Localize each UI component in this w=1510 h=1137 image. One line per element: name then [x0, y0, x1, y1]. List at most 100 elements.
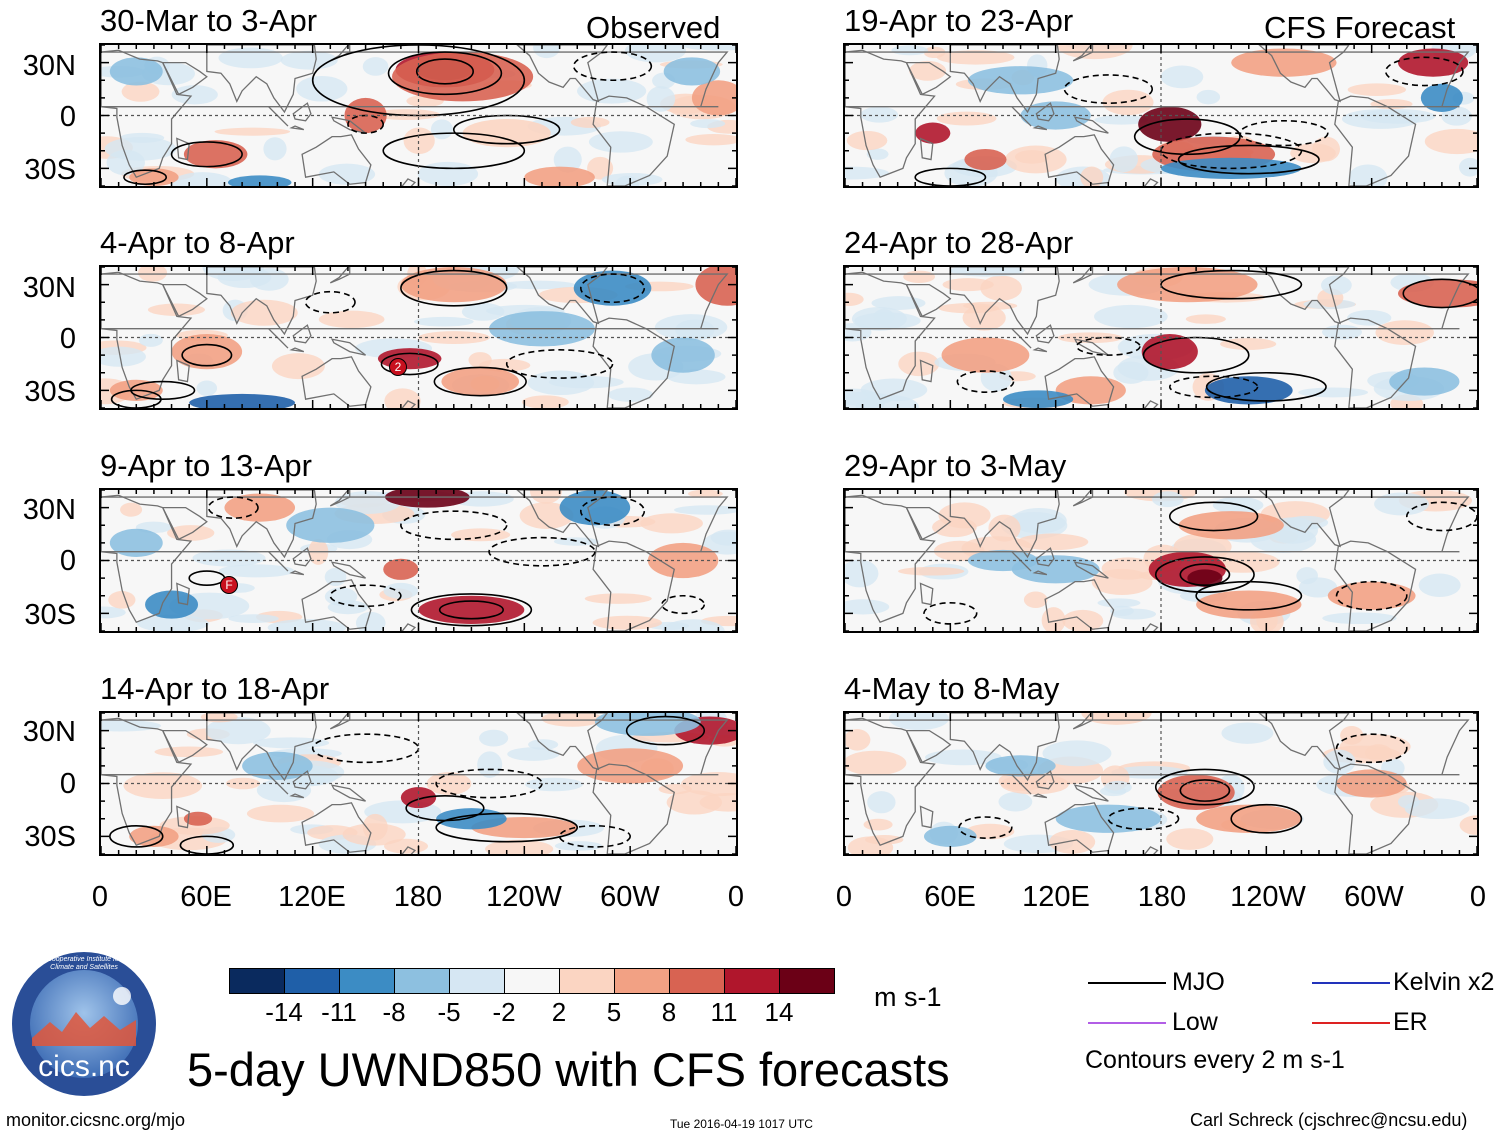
x-tick-label: 60E	[180, 881, 232, 913]
coastline	[401, 623, 417, 631]
anomaly-patch	[1441, 106, 1472, 126]
coastline	[101, 496, 729, 553]
coastline	[401, 846, 417, 854]
anomaly-patch	[607, 387, 654, 402]
map-svg	[845, 267, 1477, 408]
coastline	[1072, 713, 1094, 730]
anomaly-patch	[318, 163, 376, 185]
anomaly-patch	[224, 493, 296, 522]
anomaly-patch	[553, 146, 582, 173]
anomaly-patch	[942, 278, 994, 292]
coastline	[1072, 45, 1094, 62]
anomaly-patch	[1298, 387, 1368, 398]
colorbar-label: 11	[710, 997, 738, 1027]
anomaly-patch	[225, 777, 260, 790]
coastline	[1073, 116, 1109, 134]
footer-url[interactable]: monitor.cicsnc.org/mjo	[6, 1110, 186, 1130]
anomaly-patch	[242, 751, 313, 780]
legend-label-mjo: MJO	[1172, 968, 1225, 996]
coastline	[1144, 178, 1159, 186]
coastline	[292, 547, 312, 567]
coastline	[289, 793, 305, 799]
anomaly-patch	[121, 81, 160, 102]
anomaly-patch	[192, 549, 266, 567]
anomaly-patch	[888, 713, 949, 731]
coastline	[101, 273, 729, 330]
anomaly-patch	[1196, 590, 1302, 619]
anomaly-patch	[1160, 65, 1204, 89]
coastline	[292, 770, 312, 790]
anomaly-patch	[138, 333, 163, 347]
mjo-contour	[1195, 580, 1303, 611]
anomaly-patch	[1196, 89, 1221, 105]
anomaly-patch	[249, 268, 289, 291]
colorbar-label: -2	[492, 997, 516, 1027]
anomaly-patch	[145, 590, 199, 619]
anomaly-patch	[1113, 361, 1149, 384]
anomaly-patch	[383, 582, 419, 599]
coastline	[845, 271, 936, 400]
anomaly-patch	[377, 348, 442, 370]
colorbar-label: -5	[437, 997, 461, 1027]
colorbar-swatch	[669, 968, 725, 994]
y-tick-label: 30S	[24, 154, 76, 186]
coastline	[919, 359, 934, 383]
coastline	[1072, 267, 1094, 284]
anomaly-patch	[271, 353, 325, 380]
coastline	[592, 540, 675, 631]
coastline	[176, 805, 190, 829]
anomaly-patch	[246, 804, 315, 823]
anomaly-patch	[681, 772, 736, 797]
coastline	[919, 805, 934, 829]
anomaly-patch	[123, 772, 203, 800]
coastline	[1011, 106, 1032, 127]
cics-logo: Cooperative Institute for Climate and Sa…	[10, 950, 158, 1098]
anomaly-patch	[654, 314, 728, 341]
anomaly-patch	[666, 790, 722, 815]
mjo-contour	[1154, 768, 1255, 806]
coastline	[1258, 45, 1350, 103]
colorbar-swatch	[614, 968, 670, 994]
coastline	[161, 283, 208, 318]
anomaly-patch	[129, 168, 179, 186]
anomaly-patch	[171, 85, 218, 105]
anomaly-patch	[1109, 146, 1138, 173]
mjo-contour	[452, 114, 561, 145]
mjo-contour	[488, 536, 596, 567]
mjo-contour	[311, 45, 526, 117]
coastline	[949, 267, 1060, 336]
mjo-contour	[1142, 336, 1250, 374]
map-svg	[101, 45, 736, 186]
map-svg	[101, 490, 736, 631]
mjo-contour	[1075, 336, 1141, 356]
panel-title: 9-Apr to 13-Apr	[100, 448, 312, 483]
x-tick-label: 120E	[278, 881, 346, 913]
coastline	[301, 134, 372, 185]
coastline	[592, 763, 675, 854]
colorbar-swatch	[394, 968, 450, 994]
panel-title: 29-Apr to 3-May	[844, 448, 1067, 483]
anomaly-patch	[1062, 609, 1104, 631]
anomaly-patch	[903, 270, 936, 283]
coastline	[845, 494, 936, 623]
anomaly-patch	[403, 127, 435, 155]
logo-ring-text: Cooperative Institute for Climate and Sa…	[46, 956, 122, 971]
anomaly-patch	[172, 172, 233, 186]
anomaly-patch	[1389, 367, 1460, 396]
logo-text: cics.nc	[38, 1050, 130, 1083]
anomaly-patch	[871, 296, 926, 310]
coastline	[206, 713, 317, 782]
x-tick-label: 120W	[486, 881, 562, 913]
anomaly-patch	[521, 395, 569, 408]
anomaly-patch	[477, 751, 503, 778]
anomaly-patch	[1347, 83, 1406, 96]
anomaly-patch	[1360, 109, 1436, 124]
coastline	[329, 713, 351, 730]
anomaly-patch	[196, 380, 218, 396]
y-tick-label: 0	[59, 545, 76, 577]
coastline	[330, 784, 366, 802]
anomaly-patch	[318, 310, 385, 329]
anomaly-patch	[1057, 332, 1123, 344]
mjo-contour	[304, 290, 356, 314]
coastline	[1032, 793, 1048, 799]
